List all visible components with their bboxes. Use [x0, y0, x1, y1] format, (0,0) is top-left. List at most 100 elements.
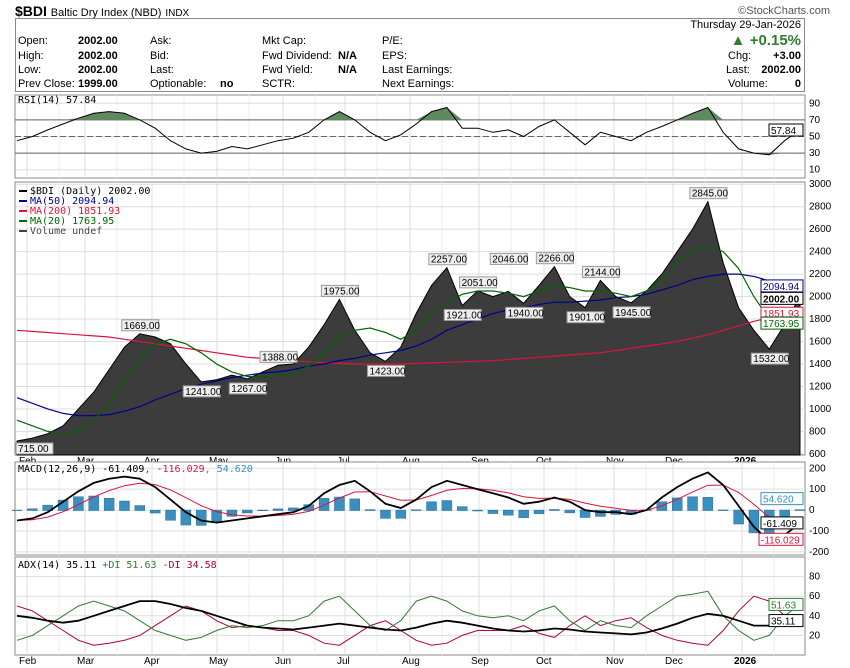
- y-tick-label: 1600: [809, 337, 832, 348]
- macd-histogram-bar: [457, 506, 468, 511]
- price-annotation: 2144.00: [584, 267, 621, 278]
- macd-histogram-bar: [595, 509, 606, 517]
- x-axis-label: Jun: [275, 656, 291, 667]
- field-label: High:: [18, 50, 44, 62]
- price-annotation-box: [15, 442, 54, 455]
- macd-legend: MACD(12,26,9) -61.409, -116.029, 54.620: [18, 464, 253, 475]
- price-annotation-box: [259, 350, 298, 363]
- adx-legend-part: ADX(14) 35.11: [18, 560, 96, 571]
- price-annotation: 1940.00: [508, 308, 545, 319]
- macd-last-value: -61.409: [763, 519, 797, 530]
- price-annotation: 1669.00: [124, 321, 161, 332]
- field-label: Mkt Cap:: [262, 35, 307, 47]
- price-legend-item: MA(200) 1851.93: [30, 206, 120, 217]
- macd-histogram-bar: [733, 509, 744, 525]
- macd-histogram-bar: [134, 505, 146, 511]
- minus-di-line: [16, 595, 801, 646]
- price-legend-item: Volume undef: [30, 226, 102, 237]
- macd-histogram-bar: [149, 509, 161, 514]
- price-annotation: 2257.00: [431, 255, 468, 266]
- y-tick-label: 2000: [809, 292, 832, 303]
- field-value: 0: [794, 78, 801, 90]
- y-tick-label: 2200: [809, 269, 832, 280]
- macd-histogram-bar: [718, 509, 729, 511]
- ma50-last-value: 2094.94: [763, 282, 800, 293]
- price-annotation-box: [689, 187, 728, 200]
- price-annotation: 1945.00: [615, 308, 652, 319]
- macd-last-value-box: [760, 516, 804, 530]
- y-tick-label: 70: [809, 115, 821, 126]
- y-tick-label: 1000: [809, 404, 832, 415]
- field-value: 2002.00: [78, 35, 118, 47]
- ma20-last-value: 1763.95: [763, 319, 800, 330]
- quote-box: [15, 18, 805, 92]
- rsi-overbought-fill: [17, 107, 800, 120]
- field-label: Bid:: [150, 50, 169, 62]
- field-label: Volume:: [728, 78, 768, 90]
- macd-line: [16, 471, 801, 543]
- field-label: Optionable:: [150, 78, 207, 90]
- y-tick-label: 0: [809, 505, 815, 516]
- x-axis-label: Feb: [19, 656, 37, 667]
- legend-swatch: [19, 220, 27, 222]
- rsi-last-value-box: [768, 123, 804, 137]
- up-triangle-icon: ▲: [730, 32, 746, 49]
- ma20-line: [16, 245, 801, 435]
- field-label: Last Earnings:: [382, 64, 453, 76]
- y-tick-label: 2800: [809, 202, 832, 213]
- adx-last-value: 35.11: [771, 617, 796, 628]
- price-annotation: 1921.00: [446, 310, 483, 321]
- macd-histogram-bar: [334, 496, 345, 511]
- macd-histogram-bar: [272, 508, 284, 511]
- legend-swatch: [19, 230, 27, 232]
- legend-swatch: [19, 210, 27, 212]
- field-value: N/A: [338, 64, 357, 76]
- macd-histogram-bar: [702, 497, 714, 511]
- field-value: N/A: [338, 50, 357, 62]
- ma20-last-value-box: [760, 316, 804, 330]
- y-tick-label: 800: [809, 426, 826, 437]
- field-value: 1999.00: [78, 78, 118, 90]
- price-last-value-box: [760, 291, 804, 305]
- plus-di-line: [16, 590, 801, 641]
- price-annotation: 715.00: [18, 444, 49, 455]
- macd-histogram-bar: [103, 497, 115, 511]
- y-tick-label: 80: [809, 572, 821, 583]
- x-axis-label: Jul: [337, 656, 350, 667]
- price-annotation-box: [228, 382, 267, 395]
- y-tick-label: 1200: [809, 381, 832, 392]
- macd-histogram-bar: [410, 509, 422, 511]
- field-value: no: [220, 78, 234, 90]
- field-label: EPS:: [382, 50, 408, 62]
- price-annotation: 2845.00: [692, 189, 729, 200]
- field-value: 2002.00: [78, 64, 118, 76]
- macd-histogram-bar: [11, 509, 23, 511]
- price-annotation-box: [443, 308, 482, 321]
- field-value: +3.00: [773, 50, 801, 62]
- macd-histogram-bar: [119, 500, 130, 511]
- macd-histogram-bar: [472, 509, 483, 512]
- y-tick-label: 50: [809, 132, 821, 143]
- y-tick-label: 3000: [809, 179, 832, 190]
- ma50-line: [16, 273, 801, 417]
- x-axis-label: 2026: [734, 656, 757, 667]
- price-annotation-box: [459, 276, 498, 289]
- macd-histogram-bar: [257, 509, 268, 511]
- x-axis-label: Aug: [402, 656, 420, 667]
- x-axis-label: Oct: [536, 656, 552, 667]
- y-tick-label: 1400: [809, 359, 832, 370]
- pct-change-value: +0.15%: [749, 32, 801, 49]
- plus-di-last-value: 51.63: [771, 600, 796, 611]
- x-axis-label: May: [209, 656, 228, 667]
- macd-histogram-bar: [564, 509, 575, 514]
- price-annotation-box: [182, 385, 221, 398]
- x-axis-label: Dec: [665, 656, 683, 667]
- macd-legend-part: MACD(12,26,9) -61.409: [18, 464, 144, 475]
- macd-histogram-bar: [549, 509, 560, 511]
- price-annotation: 1388.00: [262, 352, 299, 363]
- exchange: INDX: [165, 8, 190, 19]
- macd-signal-last-value-box: [758, 532, 804, 546]
- y-tick-label: 30: [809, 148, 821, 159]
